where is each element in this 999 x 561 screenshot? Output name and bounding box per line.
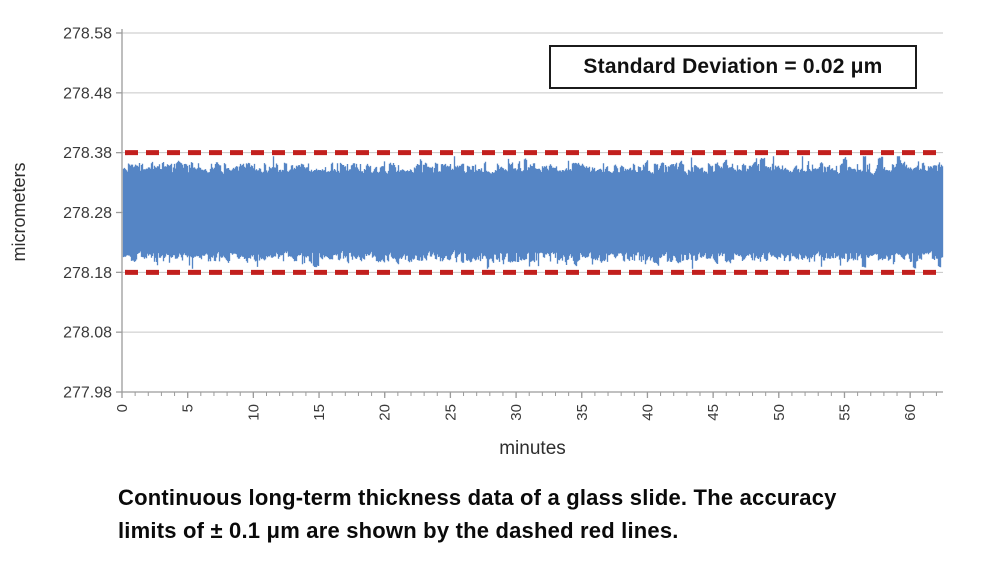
- std-deviation-annotation: Standard Deviation = 0.02 μm: [549, 45, 917, 89]
- svg-text:278.08: 278.08: [63, 325, 112, 342]
- svg-text:10: 10: [245, 404, 262, 421]
- svg-text:278.28: 278.28: [63, 205, 112, 222]
- svg-text:35: 35: [574, 404, 591, 421]
- svg-text:278.18: 278.18: [63, 265, 112, 282]
- caption-line-2: limits of ± 0.1 μm are shown by the dash…: [118, 518, 679, 543]
- caption-line-1: Continuous long-term thickness data of a…: [118, 485, 837, 510]
- svg-text:55: 55: [836, 404, 853, 421]
- svg-text:5: 5: [180, 404, 197, 412]
- svg-text:278.38: 278.38: [63, 145, 112, 162]
- y-axis-title: micrometers: [9, 162, 29, 262]
- x-axis-title: minutes: [499, 438, 566, 459]
- svg-text:60: 60: [902, 404, 919, 421]
- svg-text:25: 25: [442, 404, 459, 421]
- svg-text:30: 30: [508, 404, 525, 421]
- svg-text:277.98: 277.98: [63, 385, 112, 402]
- svg-text:40: 40: [639, 404, 656, 421]
- svg-text:0: 0: [114, 404, 131, 412]
- svg-text:45: 45: [705, 404, 722, 421]
- std-deviation-text: Standard Deviation = 0.02 μm: [583, 55, 883, 78]
- figure-caption: Continuous long-term thickness data of a…: [118, 481, 988, 547]
- svg-text:15: 15: [311, 404, 328, 421]
- svg-text:50: 50: [771, 404, 788, 421]
- svg-text:278.48: 278.48: [63, 85, 112, 102]
- svg-text:20: 20: [377, 404, 394, 421]
- svg-text:278.58: 278.58: [63, 26, 112, 43]
